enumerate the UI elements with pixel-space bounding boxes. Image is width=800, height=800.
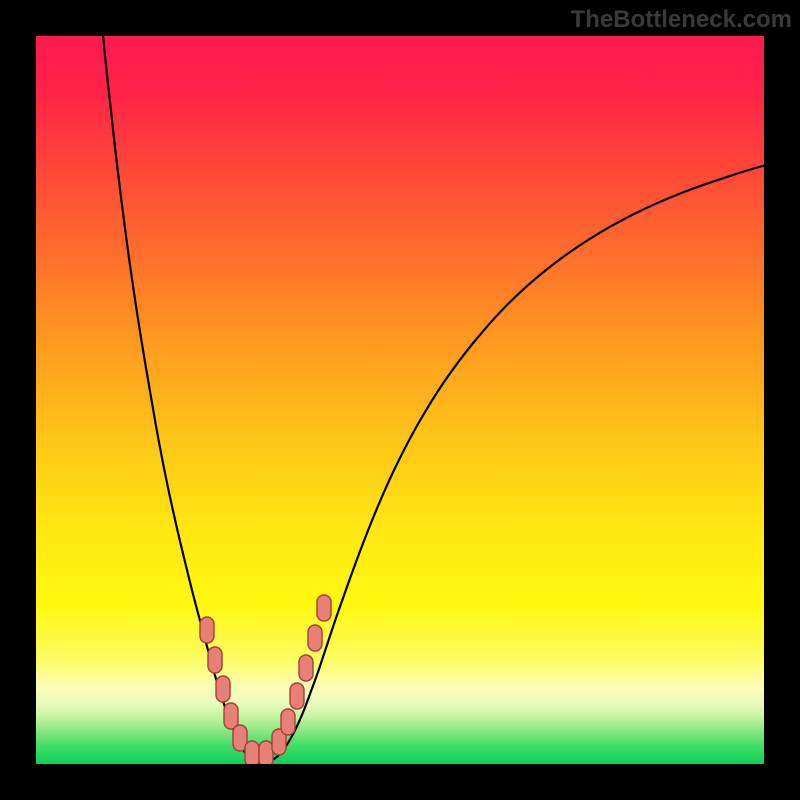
- bottleneck-chart: TheBottleneck.com: [0, 0, 800, 800]
- plot-area: [36, 36, 764, 764]
- background-gradient: [36, 36, 764, 764]
- watermark-text: TheBottleneck.com: [571, 6, 792, 34]
